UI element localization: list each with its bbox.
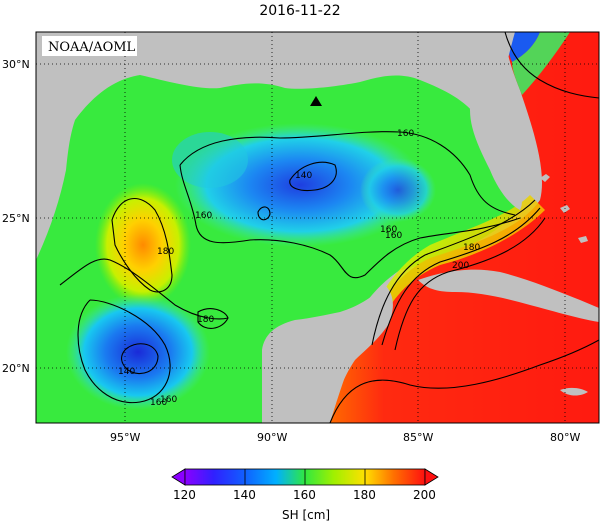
island-south — [560, 387, 588, 396]
loop-current-front — [360, 195, 545, 345]
credit-label: NOAA/AOML — [48, 40, 136, 55]
credit-box — [42, 36, 137, 56]
contour-label: 200 — [452, 261, 469, 271]
contour-label: 140 — [295, 171, 312, 181]
lon-tick-label: 95°W — [110, 431, 140, 444]
contour-160-west — [59, 258, 229, 320]
cuba — [418, 269, 599, 322]
colorbar: 120 140 160 180 200 SH [cm] — [171, 468, 439, 522]
colorbar-tick: 180 — [353, 488, 376, 502]
atlantic-green-band — [512, 32, 570, 95]
eddy-yellow — [95, 183, 191, 307]
lon-tick-label: 90°W — [257, 431, 287, 444]
map-frame — [35, 31, 600, 424]
contour-180-small — [197, 308, 229, 329]
florida — [469, 32, 523, 210]
map-title: 2016-11-22 — [259, 3, 341, 19]
colorbar-min-arrow — [171, 468, 186, 486]
contour-label: 140 — [118, 367, 135, 377]
colorbar-label: SH [cm] — [282, 508, 330, 522]
contour-160-mid — [179, 164, 521, 279]
caribbean-water — [330, 32, 599, 423]
lat-tick-label: 25°N — [2, 212, 30, 225]
colorbar-tick: 160 — [293, 488, 316, 502]
contour-label: 160 — [150, 398, 167, 408]
lon-tick-label: 80°W — [550, 431, 580, 444]
contour-160-north — [179, 131, 516, 216]
eddy-green-west — [172, 132, 248, 188]
contour-label: 160 — [380, 225, 397, 235]
contour-label: 160 — [160, 395, 177, 405]
contour-label: 180 — [157, 247, 174, 257]
colorbar-max-arrow — [424, 468, 439, 486]
colorbar-tick: 200 — [413, 488, 436, 502]
contours — [59, 32, 599, 423]
contour-label: 180 — [463, 243, 480, 253]
contour-160-loop — [371, 199, 536, 346]
colorbar-tick: 120 — [173, 488, 196, 502]
contour-180-front — [381, 207, 541, 346]
lat-tick-label: 20°N — [2, 362, 30, 375]
eddy-blue-east — [360, 158, 436, 222]
bahamas — [540, 174, 588, 243]
atlantic-blue-patch — [505, 32, 540, 62]
contour-atlantic — [504, 32, 599, 99]
contour-140-sw — [121, 343, 159, 374]
lat-tick-label: 30°N — [2, 58, 30, 71]
lon-tick-label: 85°W — [403, 431, 433, 444]
contour-160-sw — [77, 299, 171, 404]
contour-180-yellow — [111, 197, 173, 293]
contour-200-front — [394, 217, 546, 351]
contour-label: 160 — [385, 231, 402, 241]
contour-label: 160 — [195, 211, 212, 221]
colorbar-tick: 140 — [233, 488, 256, 502]
station-marker-triangle — [310, 96, 322, 106]
eddy-blue-sw — [66, 294, 210, 410]
contour-label: 180 — [197, 315, 214, 325]
contour-140 — [289, 161, 337, 192]
contour-labels: 160 140 160 180 160 180 200 180 140 160 … — [118, 129, 480, 408]
contour-160-caribbean — [329, 339, 599, 423]
yucatan — [262, 285, 393, 423]
contour-label: 160 — [397, 129, 414, 139]
